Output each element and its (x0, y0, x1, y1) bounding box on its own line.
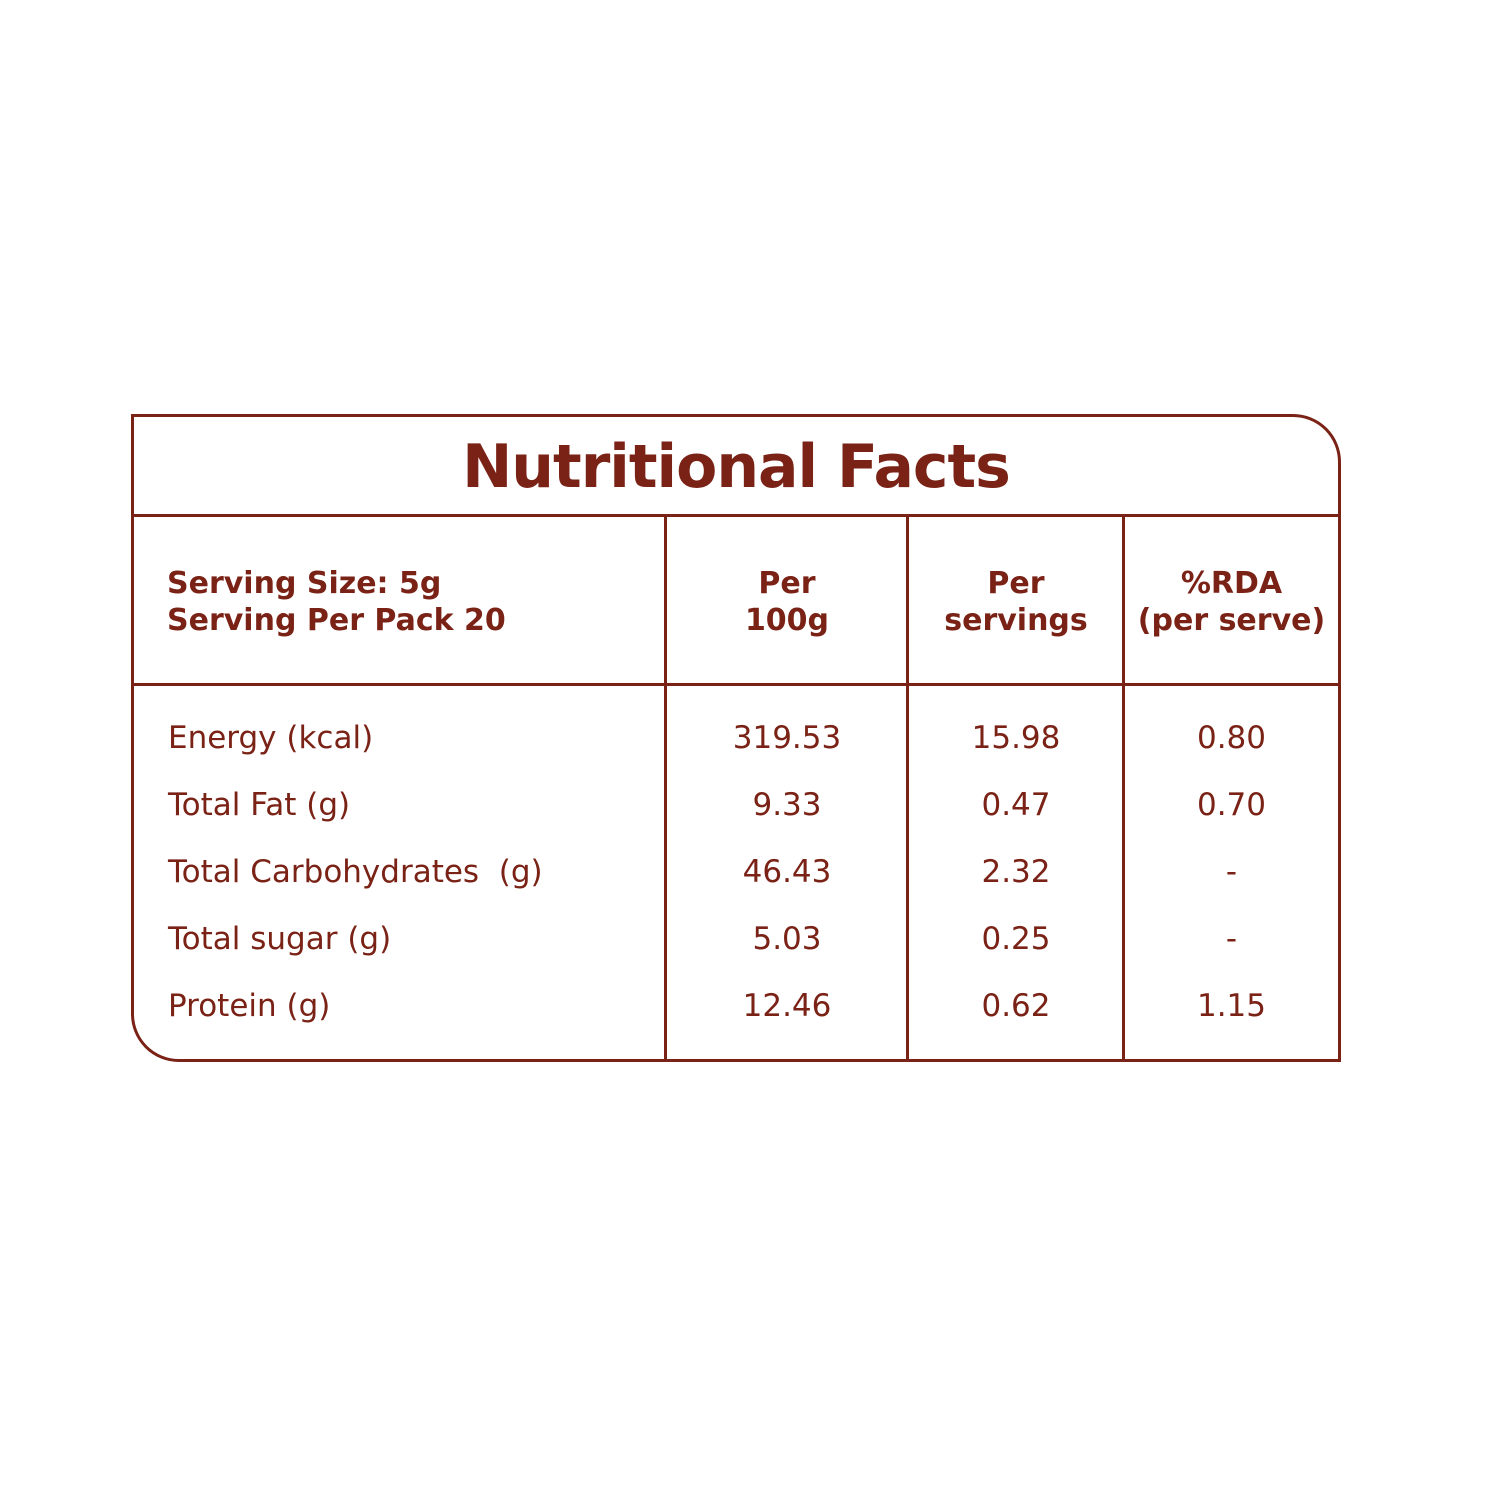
table-row: Energy (kcal) 319.53 15.98 0.80 (134, 720, 1338, 787)
header-divider (134, 683, 1338, 686)
title-row: Nutritional Facts (134, 417, 1338, 517)
nutrient-name: Energy (kcal) (168, 720, 374, 756)
header-text: %RDA (1180, 566, 1283, 601)
per-serving-value: 2.32 (981, 854, 1051, 890)
per-serving-header: Per servings (909, 565, 1123, 639)
table-row: Total sugar (g) 5.03 0.25 - (134, 921, 1338, 988)
column-divider (664, 514, 667, 1062)
rda-value: 0.70 (1196, 787, 1267, 823)
column-divider (1122, 514, 1125, 1062)
nutrient-name: Total sugar (g) (168, 921, 392, 957)
per-serving-value: 15.98 (971, 720, 1061, 756)
per-100g-value: 9.33 (752, 787, 822, 823)
nutrition-facts-table: Nutritional Facts Serving Size: 5g Servi… (131, 414, 1341, 1062)
nutrient-rows: Energy (kcal) 319.53 15.98 0.80 Total Fa… (134, 720, 1338, 1055)
column-divider (906, 514, 909, 1062)
servings-per-pack-label: Serving Per Pack 20 (167, 603, 506, 638)
rda-value: 0.80 (1196, 720, 1267, 756)
table-title: Nutritional Facts (462, 431, 1011, 502)
header-text: Per (758, 566, 816, 601)
nutrient-name: Total Carbohydrates (g) (168, 854, 543, 890)
serving-info-header: Serving Size: 5g Serving Per Pack 20 (167, 565, 506, 639)
per-serving-value: 0.25 (981, 921, 1051, 957)
rda-value: 1.15 (1196, 988, 1267, 1024)
rda-value: - (1225, 921, 1238, 957)
rda-header: %RDA (per serve) (1125, 565, 1338, 639)
per-serving-value: 0.62 (981, 988, 1051, 1024)
nutrient-name: Total Fat (g) (168, 787, 351, 823)
header-text: Per (987, 566, 1045, 601)
per-100g-header: Per 100g (667, 565, 907, 639)
header-text: servings (944, 603, 1088, 638)
per-100g-value: 5.03 (752, 921, 822, 957)
serving-size-label: Serving Size: 5g (167, 566, 442, 601)
per-100g-value: 12.46 (742, 988, 832, 1024)
per-serving-value: 0.47 (981, 787, 1051, 823)
header-text: 100g (744, 603, 830, 638)
nutrient-name: Protein (g) (168, 988, 331, 1024)
rda-value: - (1225, 854, 1238, 890)
per-100g-value: 46.43 (742, 854, 832, 890)
table-row: Total Fat (g) 9.33 0.47 0.70 (134, 787, 1338, 854)
per-100g-value: 319.53 (732, 720, 842, 756)
table-row: Protein (g) 12.46 0.62 1.15 (134, 988, 1338, 1055)
table-row: Total Carbohydrates (g) 46.43 2.32 - (134, 854, 1338, 921)
header-text: (per serve) (1137, 603, 1326, 638)
